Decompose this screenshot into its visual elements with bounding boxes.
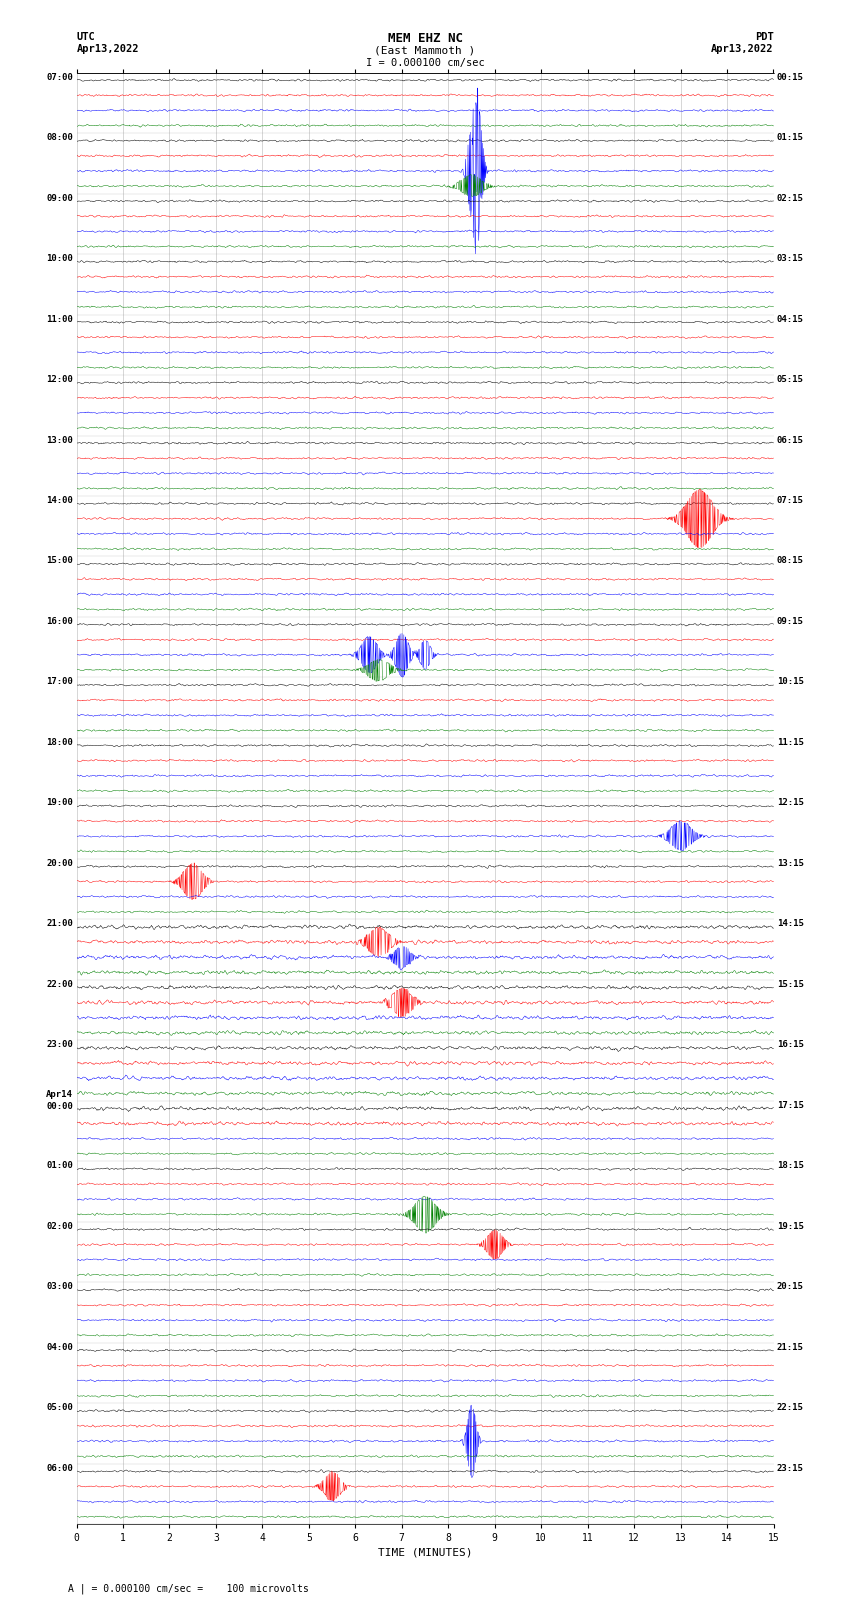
Text: 13:00: 13:00 (46, 436, 73, 445)
Text: 07:00: 07:00 (46, 73, 73, 82)
Text: 08:15: 08:15 (777, 556, 804, 566)
Text: MEM EHZ NC: MEM EHZ NC (388, 32, 462, 45)
Text: 05:00: 05:00 (46, 1403, 73, 1413)
Text: 14:00: 14:00 (46, 497, 73, 505)
Text: 04:00: 04:00 (46, 1342, 73, 1352)
Text: Apr13,2022: Apr13,2022 (76, 44, 139, 53)
Text: 07:15: 07:15 (777, 497, 804, 505)
Text: 09:00: 09:00 (46, 194, 73, 203)
Text: 12:00: 12:00 (46, 374, 73, 384)
Text: 17:00: 17:00 (46, 677, 73, 687)
Text: 03:15: 03:15 (777, 253, 804, 263)
Text: 04:15: 04:15 (777, 315, 804, 324)
Text: 15:00: 15:00 (46, 556, 73, 566)
Text: 15:15: 15:15 (777, 979, 804, 989)
Text: I = 0.000100 cm/sec: I = 0.000100 cm/sec (366, 58, 484, 68)
Text: 06:15: 06:15 (777, 436, 804, 445)
Text: UTC: UTC (76, 32, 95, 42)
Text: 13:15: 13:15 (777, 858, 804, 868)
Text: 10:15: 10:15 (777, 677, 804, 687)
Text: 08:00: 08:00 (46, 132, 73, 142)
Text: 23:00: 23:00 (46, 1040, 73, 1050)
Text: 11:00: 11:00 (46, 315, 73, 324)
Text: 06:00: 06:00 (46, 1465, 73, 1473)
Text: 10:00: 10:00 (46, 253, 73, 263)
Text: Apr13,2022: Apr13,2022 (711, 44, 774, 53)
Text: 16:15: 16:15 (777, 1040, 804, 1050)
Text: 01:00: 01:00 (46, 1161, 73, 1171)
Text: 12:15: 12:15 (777, 798, 804, 808)
Text: 18:15: 18:15 (777, 1161, 804, 1171)
Text: 00:00: 00:00 (46, 1102, 73, 1111)
Text: 18:00: 18:00 (46, 737, 73, 747)
Text: 22:15: 22:15 (777, 1403, 804, 1413)
Text: 02:15: 02:15 (777, 194, 804, 203)
Text: 21:15: 21:15 (777, 1342, 804, 1352)
Text: 20:00: 20:00 (46, 858, 73, 868)
X-axis label: TIME (MINUTES): TIME (MINUTES) (377, 1547, 473, 1558)
Text: 22:00: 22:00 (46, 979, 73, 989)
Text: 02:00: 02:00 (46, 1223, 73, 1231)
Text: 19:15: 19:15 (777, 1223, 804, 1231)
Text: 16:00: 16:00 (46, 616, 73, 626)
Text: 00:15: 00:15 (777, 73, 804, 82)
Text: A | = 0.000100 cm/sec =    100 microvolts: A | = 0.000100 cm/sec = 100 microvolts (68, 1582, 309, 1594)
Text: 11:15: 11:15 (777, 737, 804, 747)
Text: 19:00: 19:00 (46, 798, 73, 808)
Text: 01:15: 01:15 (777, 132, 804, 142)
Text: PDT: PDT (755, 32, 774, 42)
Text: 09:15: 09:15 (777, 616, 804, 626)
Text: 23:15: 23:15 (777, 1465, 804, 1473)
Text: 21:00: 21:00 (46, 919, 73, 929)
Text: 20:15: 20:15 (777, 1282, 804, 1292)
Text: Apr14: Apr14 (46, 1090, 73, 1100)
Text: 05:15: 05:15 (777, 374, 804, 384)
Text: 03:00: 03:00 (46, 1282, 73, 1292)
Text: (East Mammoth ): (East Mammoth ) (374, 45, 476, 55)
Text: 17:15: 17:15 (777, 1100, 804, 1110)
Text: 14:15: 14:15 (777, 919, 804, 929)
